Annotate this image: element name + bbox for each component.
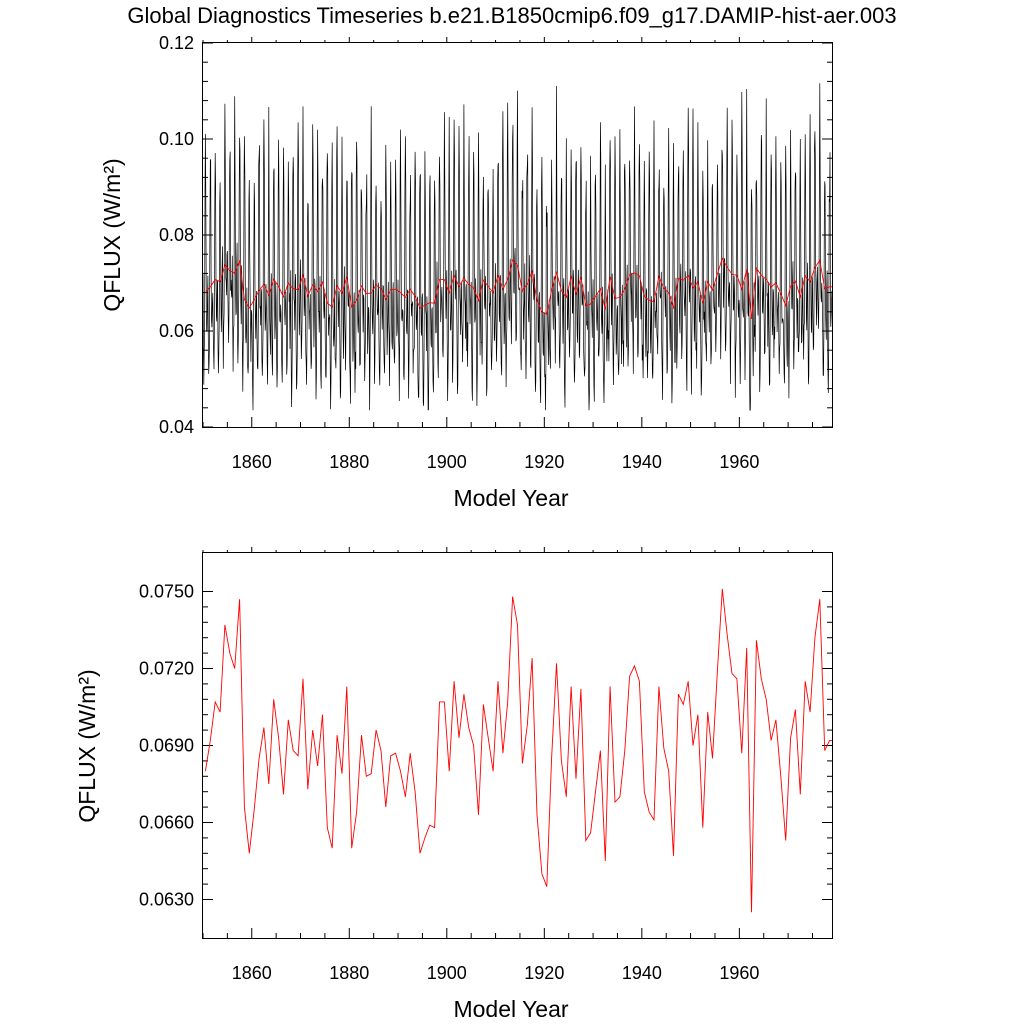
bottom-plot-frame xyxy=(202,552,833,939)
y-tick-label: 0.0630 xyxy=(139,890,194,910)
x-tick-label: 1920 xyxy=(524,963,564,983)
top-y-axis-label: QFLUX (W/m²) xyxy=(99,158,125,311)
x-tick-label: 1880 xyxy=(329,963,369,983)
y-tick-label: 0.12 xyxy=(159,33,194,53)
y-tick-label: 0.0720 xyxy=(139,659,194,679)
x-tick-label: 1900 xyxy=(427,452,467,472)
y-tick-label: 0.0750 xyxy=(139,582,194,602)
x-tick-label: 1940 xyxy=(622,452,662,472)
x-tick-label: 1900 xyxy=(427,963,467,983)
top-panel: 0.04 0.06 0.08 0.10 0.12 1860 1880 1900 1920 194… xyxy=(99,33,833,511)
bottom-annual-series-line xyxy=(204,588,832,913)
y-tick-label: 0.06 xyxy=(159,321,194,341)
top-x-tick-labels: 1860 1880 1900 1920 1940 1960 xyxy=(232,452,760,472)
top-plot-frame xyxy=(202,42,833,428)
x-tick-label: 1960 xyxy=(719,963,759,983)
top-y-tick-labels: 0.04 0.06 0.08 0.10 0.12 xyxy=(159,33,194,437)
bottom-x-axis-label: Model Year xyxy=(453,996,568,1022)
bottom-x-tick-labels: 1860 1880 1900 1920 1940 1960 xyxy=(232,963,760,983)
y-tick-label: 0.0690 xyxy=(139,736,194,756)
bottom-y-tick-labels: 0.0630 0.0660 0.0690 0.0720 0.0750 xyxy=(139,582,194,910)
bottom-y-axis-label: QFLUX (W/m²) xyxy=(74,669,100,822)
figure-title: Global Diagnostics Timeseries b.e21.B185… xyxy=(127,3,896,28)
x-tick-label: 1860 xyxy=(232,452,272,472)
top-annual-series-line xyxy=(205,257,832,320)
x-tick-label: 1920 xyxy=(524,452,564,472)
x-tick-label: 1860 xyxy=(232,963,272,983)
x-tick-label: 1960 xyxy=(719,452,759,472)
x-tick-label: 1940 xyxy=(622,963,662,983)
y-tick-label: 0.04 xyxy=(159,417,194,437)
top-x-axis-label: Model Year xyxy=(453,485,568,511)
y-tick-label: 0.0660 xyxy=(139,813,194,833)
top-monthly-series-line xyxy=(202,83,833,411)
x-tick-label: 1880 xyxy=(329,452,369,472)
y-tick-label: 0.10 xyxy=(159,129,194,149)
bottom-axis-ticks xyxy=(202,547,832,938)
y-tick-label: 0.08 xyxy=(159,225,194,245)
